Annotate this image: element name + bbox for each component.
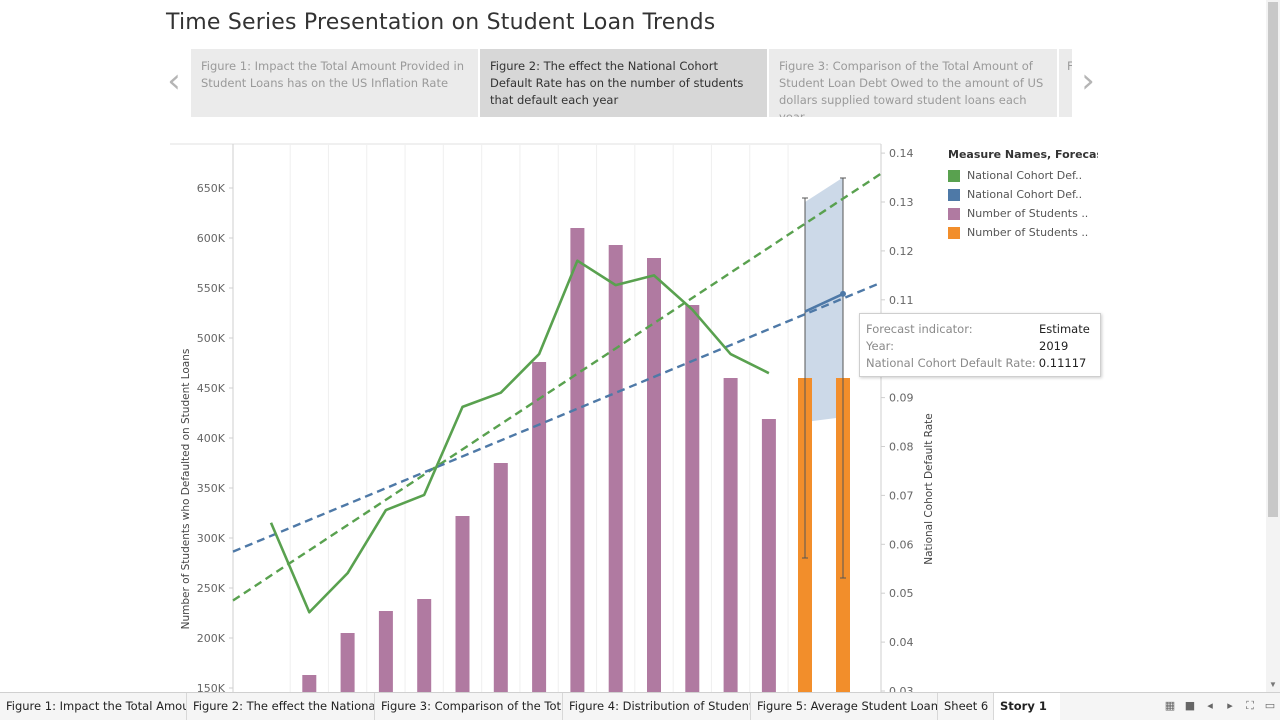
y-tick-label: 500K <box>197 332 226 345</box>
scrollbar-thumb[interactable] <box>1268 2 1278 517</box>
bar-students-actual <box>685 305 700 693</box>
trend-line-rate <box>232 172 882 602</box>
tooltip-label: National Cohort Default Rate: <box>866 356 1036 370</box>
y2-tick-label: 0.14 <box>889 147 914 160</box>
tooltip-label: Forecast indicator: <box>866 322 973 336</box>
legend-label: National Cohort Def.. <box>967 188 1083 201</box>
tooltip-row: Forecast indicator: Estimate <box>866 321 1094 338</box>
vertical-scrollbar[interactable]: ▼ <box>1266 0 1280 692</box>
y2-tick-label: 0.13 <box>889 196 914 209</box>
tooltip-row: National Cohort Default Rate: 0.11117 <box>866 355 1094 372</box>
legend-item-rate-actual[interactable]: National Cohort Def.. <box>948 166 1098 185</box>
y2-tick-label: 0.05 <box>889 587 914 600</box>
tooltip-label: Year: <box>866 339 895 353</box>
legend-item-students-forecast[interactable]: Number of Students .. <box>948 223 1098 242</box>
tooltip-value: Estimate <box>1039 322 1090 336</box>
story-point-figure-1[interactable]: Figure 1: Impact the Total Amount Provid… <box>191 49 478 117</box>
y2-tick-label: 0.07 <box>889 489 914 502</box>
y-tick-label: 400K <box>197 432 226 445</box>
story-title: Time Series Presentation on Student Loan… <box>166 10 716 35</box>
tab-sheet-6[interactable]: Sheet 6 <box>938 693 994 720</box>
tab-figure-5[interactable]: Figure 5: Average Student Loan ... <box>751 693 938 720</box>
tooltip-value: 0.11117 <box>1038 356 1087 370</box>
story-point-figure-2[interactable]: Figure 2: The effect the National Cohort… <box>480 49 767 117</box>
y-tick-label: 450K <box>197 382 226 395</box>
tab-figure-1[interactable]: Figure 1: Impact the Total Amou... <box>0 693 187 720</box>
y-axis-title: Number of Students who Defaulted on Stud… <box>180 349 192 630</box>
line-rate-forecast <box>804 292 844 313</box>
tooltip-value: 2019 <box>1039 339 1069 353</box>
chart-area[interactable]: 150K 200K 250K 300K 350K 400K 450K 500K 550K 600K… <box>160 140 1100 698</box>
bar-students-actual <box>608 245 623 693</box>
forecast-point <box>840 290 846 297</box>
y2-tick-label: 0.12 <box>889 245 914 258</box>
y-tick-label: 200K <box>197 632 226 645</box>
bar-students-actual <box>302 675 317 693</box>
legend-title: Measure Names, Forecas.. <box>948 148 1098 161</box>
y2-tick-label: 0.09 <box>889 392 914 405</box>
show-tabs-icon[interactable]: ■ <box>1184 699 1196 712</box>
tab-prev-icon[interactable]: ◂ <box>1207 699 1213 712</box>
legend-label: Number of Students .. <box>967 226 1089 239</box>
bar-students-actual <box>647 258 661 693</box>
story-next-arrow-icon[interactable]: › <box>1081 61 1095 101</box>
legend-swatch <box>948 226 960 239</box>
story-point-figure-4[interactable]: F b <box>1059 49 1072 117</box>
bar-students-actual <box>493 463 508 693</box>
legend-item-rate-forecast[interactable]: National Cohort Def.. <box>948 185 1098 204</box>
legend-label: National Cohort Def.. <box>967 169 1083 182</box>
tab-figure-4[interactable]: Figure 4: Distribution of Student ... <box>563 693 751 720</box>
y-tick-label: 650K <box>197 182 226 195</box>
bar-students-actual <box>417 599 432 693</box>
tab-controls: ▦ ■ ◂ ▸ ⛶ ▭ <box>1162 696 1278 716</box>
story-prev-arrow-icon[interactable]: ‹ <box>167 61 181 101</box>
y-tick-label: 350K <box>197 482 226 495</box>
scroll-down-icon[interactable]: ▼ <box>1269 680 1277 689</box>
forecast-band <box>805 177 843 423</box>
story-point-figure-3[interactable]: Figure 3: Comparison of the Total Amount… <box>769 49 1057 117</box>
default-chart[interactable]: 150K 200K 250K 300K 350K 400K 450K 500K 550K 600K… <box>160 140 1100 698</box>
legend-swatch <box>948 169 960 182</box>
tab-figure-3[interactable]: Figure 3: Comparison of the Tot... <box>375 693 563 720</box>
bar-students-actual <box>723 378 738 693</box>
tooltip: Forecast indicator: Estimate Year: 2019 … <box>859 313 1101 377</box>
story-point-strip: Figure 1: Impact the Total Amount Provid… <box>191 49 1072 117</box>
y2-axis-title: National Cohort Default Rate <box>923 413 935 564</box>
legend-swatch <box>948 207 960 220</box>
y-tick-label: 300K <box>197 532 226 545</box>
legend-swatch <box>948 188 960 201</box>
bar-students-actual <box>761 419 776 693</box>
bar-students-actual <box>455 516 470 693</box>
presentation-mode-icon[interactable]: ▭ <box>1264 699 1276 712</box>
bar-students-actual <box>532 362 547 693</box>
tab-figure-2[interactable]: Figure 2: The effect the National ... <box>187 693 375 720</box>
y2-tick-label: 0.04 <box>889 636 914 649</box>
y-tick-label: 600K <box>197 232 226 245</box>
tab-next-icon[interactable]: ▸ <box>1227 699 1233 712</box>
trend-line-forecast <box>232 281 882 553</box>
legend: Measure Names, Forecas.. National Cohort… <box>948 148 1098 242</box>
bar-students-actual <box>378 611 393 693</box>
show-filmstrip-icon[interactable]: ▦ <box>1164 699 1176 712</box>
y-tick-label: 250K <box>197 582 226 595</box>
sheet-tab-bar: Figure 1: Impact the Total Amou... Figur… <box>0 692 1280 720</box>
legend-item-students-actual[interactable]: Number of Students .. <box>948 204 1098 223</box>
legend-label: Number of Students .. <box>967 207 1089 220</box>
line-rate-actual <box>269 259 770 614</box>
bar-students-actual <box>570 228 585 693</box>
y2-tick-label: 0.08 <box>889 441 914 454</box>
bar-students-actual <box>340 633 355 693</box>
y2-tick-label: 0.06 <box>889 538 914 551</box>
tab-story-1[interactable]: Story 1 <box>994 693 1060 720</box>
tooltip-row: Year: 2019 <box>866 338 1094 355</box>
y-tick-label: 150K <box>197 682 226 693</box>
y-tick-label: 550K <box>197 282 226 295</box>
y2-tick-label: 0.11 <box>889 294 914 307</box>
fit-icon[interactable]: ⛶ <box>1246 699 1254 712</box>
